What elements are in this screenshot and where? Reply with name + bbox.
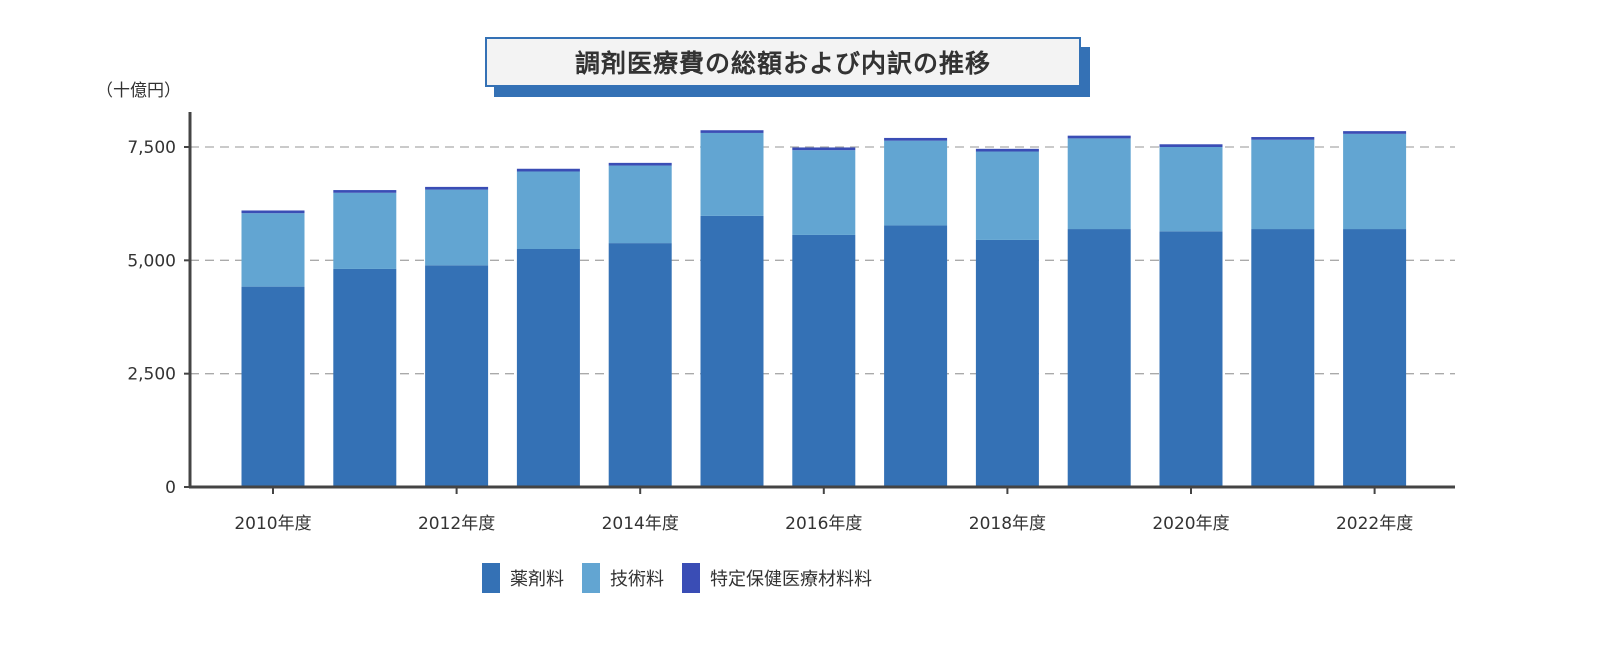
bar-segment-material (700, 130, 764, 133)
x-tick-label: 2014年度 (602, 514, 679, 534)
bar-segment-drug (425, 265, 489, 487)
chart-title: 調剤医療費の総額および内訳の推移 (485, 37, 1081, 87)
bar-segment-technical (884, 140, 948, 226)
legend-label: 薬剤料 (510, 569, 564, 590)
bar-segment-material (516, 168, 580, 172)
bar-segment-drug (1067, 229, 1131, 487)
y-tick-label: 2,500 (127, 365, 176, 385)
bar-segment-drug (884, 225, 948, 487)
legend-item: 薬剤料 (482, 563, 564, 593)
bar-segment-technical (608, 165, 672, 244)
legend: 薬剤料 技術料 特定保健医療材料料 (482, 563, 872, 593)
legend-item: 特定保健医療材料料 (682, 563, 872, 593)
bar-segment-technical (1067, 138, 1131, 230)
bar-segment-material (333, 190, 397, 193)
legend-swatch (582, 563, 600, 593)
bar-segment-technical (1251, 139, 1315, 230)
y-tick-label: 7,500 (127, 138, 176, 158)
bar-segment-technical (1159, 147, 1223, 232)
bar-segment-technical (333, 192, 397, 269)
bar-segment-material (1251, 137, 1315, 140)
x-tick-label: 2016年度 (785, 514, 862, 534)
legend-swatch (482, 563, 500, 593)
bar-segment-technical (1343, 133, 1407, 230)
bar-segment-material (884, 137, 948, 141)
bar-segment-technical (700, 132, 764, 216)
bar-segment-material (1067, 135, 1131, 139)
bar-segment-drug (1159, 231, 1223, 487)
bar-segment-drug (1251, 229, 1315, 487)
chart-title-box: 調剤医療費の総額および内訳の推移 (485, 37, 1090, 97)
bar-segment-drug (700, 215, 764, 487)
y-tick-label: 5,000 (127, 251, 176, 271)
y-tick-label: 0 (165, 478, 176, 498)
bar-segment-drug (792, 234, 856, 487)
x-tick-label: 2018年度 (969, 514, 1046, 534)
bar-segment-technical (425, 189, 489, 266)
x-tick-label: 2020年度 (1152, 514, 1229, 534)
bar-segment-drug (241, 286, 305, 487)
bar-segment-technical (516, 171, 580, 249)
legend-label: 技術料 (610, 569, 664, 590)
bar-segment-material (792, 147, 856, 151)
x-tick-label: 2012年度 (418, 514, 495, 534)
bar-segment-technical (792, 150, 856, 235)
bar-segment-drug (608, 243, 672, 487)
bar-segment-drug (333, 268, 397, 487)
legend-label: 特定保健医療材料料 (710, 569, 872, 590)
bar-segment-technical (975, 151, 1039, 240)
bar-segment-drug (975, 239, 1039, 487)
bar-segment-material (425, 186, 489, 190)
bar-segment-material (1343, 131, 1407, 134)
bar-segment-material (241, 210, 305, 214)
x-tick-label: 2022年度 (1336, 514, 1413, 534)
bar-segment-drug (516, 249, 580, 487)
legend-item: 技術料 (582, 563, 664, 593)
bar-segment-material (1159, 144, 1223, 147)
bar-segment-drug (1343, 229, 1407, 487)
bar-segment-technical (241, 213, 305, 287)
x-tick-label: 2010年度 (234, 514, 311, 534)
legend-swatch (682, 563, 700, 593)
y-axis-unit-label: （十億円） (96, 81, 181, 101)
bar-segment-material (975, 148, 1039, 152)
bar-segment-material (608, 162, 672, 166)
